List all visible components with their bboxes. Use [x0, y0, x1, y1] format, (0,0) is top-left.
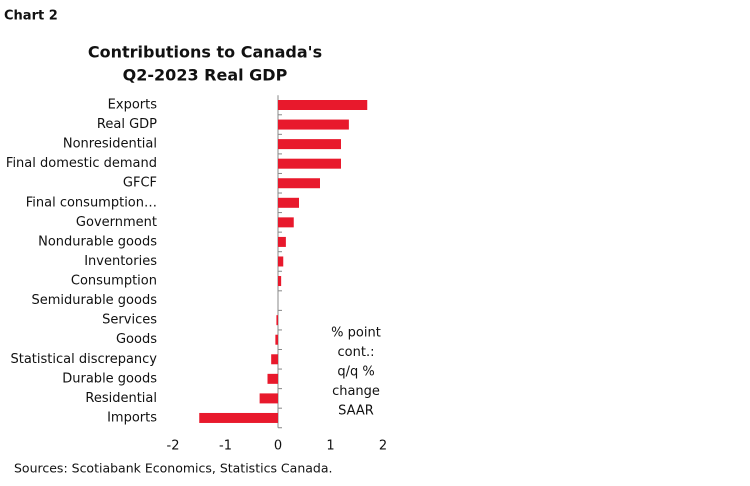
chart-label: Chart 2 — [4, 9, 58, 24]
y-tick-label: GFCF — [123, 176, 157, 191]
y-tick-label: Nondurable goods — [38, 234, 157, 249]
bar — [278, 119, 349, 130]
y-tick-label: Exports — [108, 98, 158, 113]
bar — [276, 315, 278, 326]
chart-title: Q2-2023 Real GDP — [123, 66, 288, 85]
bar — [199, 412, 278, 423]
x-tick-label: -2 — [167, 439, 180, 454]
bar — [278, 158, 341, 169]
y-tick-label: Goods — [116, 332, 157, 347]
y-tick-label: Inventories — [84, 254, 157, 269]
x-tick-label: 0 — [274, 439, 282, 454]
bar — [275, 334, 278, 345]
y-tick-label: Statistical discrepancy — [10, 352, 157, 367]
bar — [278, 256, 284, 267]
y-tick-label: Residential — [85, 391, 157, 406]
y-tick-label: Consumption — [71, 274, 157, 289]
bar — [278, 100, 368, 110]
y-tick-label: Real GDP — [97, 117, 157, 132]
bar — [267, 373, 278, 384]
annotation: q/q % — [337, 365, 374, 380]
x-tick-label: 2 — [379, 439, 387, 454]
bar — [278, 276, 282, 287]
bar — [259, 393, 278, 404]
x-tick-label: -1 — [219, 439, 232, 454]
y-tick-label: Durable goods — [62, 371, 157, 386]
annotation: cont.: — [338, 345, 375, 360]
y-tick-label: Final domestic demand — [6, 156, 157, 171]
y-tick-label: Services — [102, 313, 157, 328]
source-note: Sources: Scotiabank Economics, Statistic… — [14, 461, 332, 476]
y-tick-label: Government — [76, 215, 157, 230]
bar — [278, 217, 294, 228]
y-tick-label: Semidurable goods — [31, 293, 157, 308]
annotation: SAAR — [338, 404, 374, 419]
bar — [278, 197, 299, 208]
bar — [278, 178, 320, 189]
y-tick-label: Final consumption… — [26, 195, 157, 210]
bar — [278, 236, 286, 247]
bar — [278, 139, 341, 150]
y-tick-label: Imports — [107, 410, 157, 425]
x-tick-label: 1 — [326, 439, 334, 454]
y-tick-label: Nonresidential — [63, 137, 157, 152]
bar — [271, 354, 278, 365]
annotation: % point — [331, 326, 381, 341]
chart-title: Contributions to Canada's — [88, 43, 322, 62]
annotation: change — [332, 384, 380, 399]
